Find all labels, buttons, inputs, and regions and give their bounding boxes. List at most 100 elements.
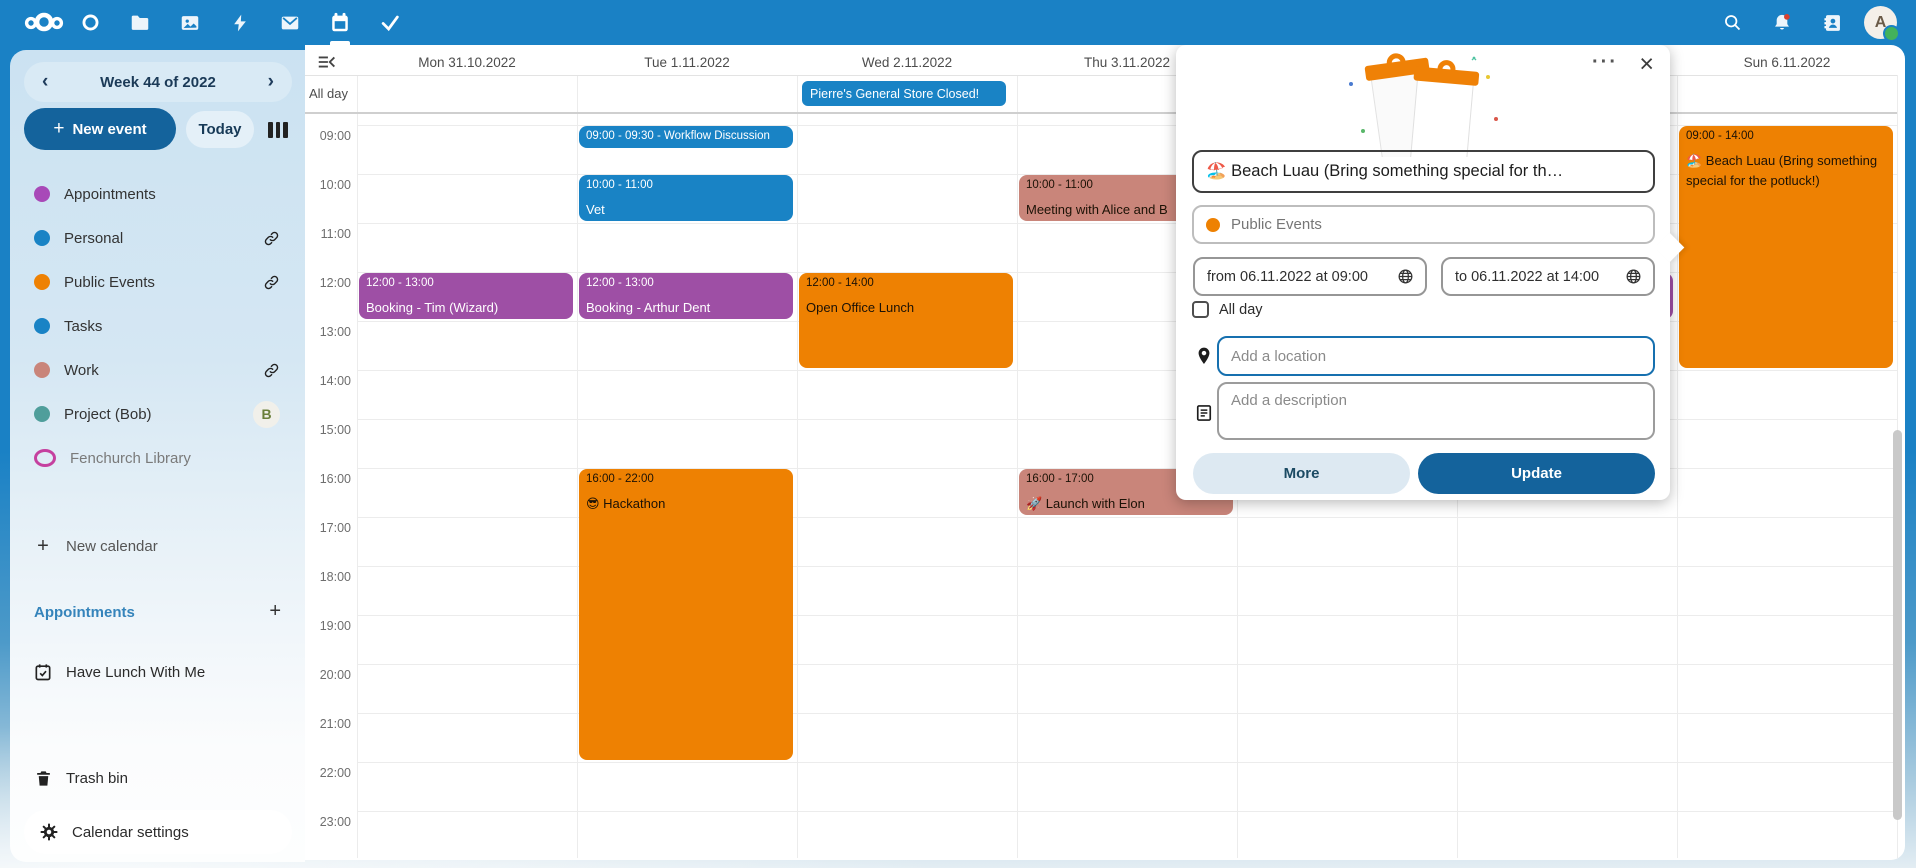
clipboards-illustration — [1349, 53, 1498, 157]
prev-week-button[interactable]: ‹ — [42, 71, 49, 92]
event-time: 12:00 - 13:00 — [586, 277, 654, 289]
calendar-color-dot — [34, 406, 50, 422]
event-title: Booking - Tim (Wizard) — [366, 300, 499, 315]
app-calendar-icon[interactable] — [318, 0, 362, 45]
grid-collapse-icon[interactable] — [316, 52, 338, 77]
event-booking-tim-wizard[interactable]: 12:00 - 13:00 Booking - Tim (Wizard) — [359, 273, 573, 319]
calendar-item-work[interactable]: Work — [18, 350, 298, 390]
appointment-item-have-lunch-with-me[interactable]: Have Lunch With Me — [18, 652, 298, 692]
sidebar: ‹ Week 44 of 2022 › + New event Today Ap… — [10, 50, 305, 862]
grid-hline — [357, 713, 1897, 714]
event-open-office-lunch[interactable]: 12:00 - 14:00 Open Office Lunch — [799, 273, 1013, 368]
grid-hline — [357, 223, 1897, 224]
calendar-item-label: Appointments — [64, 185, 156, 203]
timezone-globe-icon[interactable] — [1624, 267, 1643, 286]
avatar[interactable]: A — [1864, 6, 1900, 42]
notifications-icon[interactable] — [1760, 0, 1804, 45]
plus-icon: + — [37, 534, 49, 557]
calendar-item-appointments[interactable]: Appointments — [18, 174, 298, 214]
description-input[interactable] — [1217, 382, 1655, 440]
search-icon[interactable] — [1710, 0, 1754, 45]
event-title: Booking - Arthur Dent — [586, 300, 711, 315]
add-appointment-config-button[interactable]: + — [269, 600, 281, 622]
app-mail-icon[interactable] — [268, 0, 312, 45]
event-workflow-discussion[interactable]: 09:00 - 09:30 - Workflow Discussion — [579, 126, 793, 148]
event-booking-arthur-dent[interactable]: 12:00 - 13:00 Booking - Arthur Dent — [579, 273, 793, 319]
hour-label: 17:00 — [319, 521, 351, 535]
appointments-heading: Appointments — [34, 604, 135, 621]
event-time: 12:00 - 14:00 — [806, 277, 874, 289]
calendar-color-dot — [1206, 217, 1220, 232]
day-header-mon-31-10-2022[interactable]: Mon 31.10.2022 — [418, 54, 516, 70]
new-event-button[interactable]: + New event — [24, 108, 176, 150]
end-datetime-field[interactable]: to 06.11.2022 at 14:00 — [1441, 257, 1655, 296]
week-label: Week 44 of 2022 — [100, 73, 216, 91]
grid-hline — [357, 615, 1897, 616]
calendar-select[interactable]: Public Events — [1192, 205, 1655, 244]
event-title-input[interactable]: 🏖️ Beach Luau (Bring something special f… — [1192, 150, 1655, 193]
calendar-item-project-bob[interactable]: Project (Bob) B — [18, 394, 298, 434]
hour-label: 10:00 — [319, 178, 351, 192]
app-tasks-icon[interactable] — [368, 0, 412, 45]
calendar-settings-item[interactable]: Calendar settings — [24, 810, 292, 854]
share-link-icon — [263, 274, 280, 291]
grid-vline — [797, 75, 798, 858]
calendar-item-public-events[interactable]: Public Events — [18, 262, 298, 302]
allday-event-pierre-s-general-store-closed[interactable]: Pierre's General Store Closed! — [802, 81, 1006, 106]
calendar-item-label: Fenchurch Library — [70, 449, 191, 467]
app-activity-icon[interactable] — [218, 0, 262, 45]
event-time: 12:00 - 13:00 — [366, 277, 434, 289]
today-button[interactable]: Today — [186, 111, 254, 148]
day-header-sun-6-11-2022[interactable]: Sun 6.11.2022 — [1743, 54, 1831, 70]
all-day-checkbox[interactable] — [1192, 301, 1209, 318]
grid-vline — [1677, 75, 1678, 858]
update-button[interactable]: Update — [1418, 453, 1655, 494]
app-dashboard-icon[interactable] — [68, 0, 112, 45]
event-title: 🚀 Launch with Elon — [1026, 496, 1145, 511]
next-week-button[interactable]: › — [267, 71, 274, 92]
contacts-icon[interactable] — [1810, 0, 1854, 45]
event-title: Meeting with Alice and B — [1026, 202, 1168, 217]
event-time: 09:00 - 14:00 — [1686, 130, 1754, 142]
day-header-tue-1-11-2022[interactable]: Tue 1.11.2022 — [644, 54, 730, 70]
day-header-wed-2-11-2022[interactable]: Wed 2.11.2022 — [861, 54, 953, 70]
grid-hline — [357, 272, 1897, 273]
event-vet[interactable]: 10:00 - 11:00 Vet — [579, 175, 793, 221]
calendar-color-dot — [34, 362, 50, 378]
view-columns-icon[interactable] — [268, 122, 290, 139]
event-beach-luau-bring-something-special-for-t[interactable]: 09:00 - 14:00 🏖️ Beach Luau (Bring someth… — [1679, 126, 1893, 368]
event-time: 16:00 - 17:00 — [1026, 473, 1094, 485]
event-title: Open Office Lunch — [806, 300, 915, 315]
location-pin-icon — [1193, 346, 1215, 366]
new-calendar-button[interactable]: + New calendar — [18, 526, 298, 566]
calendar-color-dot — [34, 318, 50, 334]
grid-hline — [357, 321, 1897, 322]
vertical-scrollbar[interactable] — [1893, 430, 1902, 820]
actions-menu-icon[interactable]: ··· — [1592, 51, 1618, 73]
hour-label: 15:00 — [319, 423, 351, 437]
nextcloud-logo[interactable] — [16, 0, 72, 45]
trash-bin-item[interactable]: Trash bin — [18, 758, 298, 798]
timezone-globe-icon[interactable] — [1396, 267, 1415, 286]
calendar-color-dot — [34, 230, 50, 246]
app-photos-icon[interactable] — [168, 0, 212, 45]
grid-vline — [577, 75, 578, 858]
close-icon[interactable]: × — [1639, 50, 1654, 78]
start-datetime-field[interactable]: from 06.11.2022 at 09:00 — [1193, 257, 1427, 296]
more-button[interactable]: More — [1193, 453, 1410, 494]
event-time: 10:00 - 11:00 — [586, 179, 653, 191]
calendar-item-personal[interactable]: Personal — [18, 218, 298, 258]
share-link-icon — [263, 230, 280, 247]
location-input[interactable] — [1217, 336, 1655, 376]
app-files-icon[interactable] — [118, 0, 162, 45]
event-title: Vet — [586, 202, 605, 217]
day-header-thu-3-11-2022[interactable]: Thu 3.11.2022 — [1083, 54, 1171, 70]
calendar-item-tasks[interactable]: Tasks — [18, 306, 298, 346]
event-hackathon[interactable]: 16:00 - 22:00 😎 Hackathon — [579, 469, 793, 760]
hour-label: 14:00 — [319, 374, 351, 388]
new-calendar-label: New calendar — [66, 537, 158, 555]
calendar-item-fenchurch-library[interactable]: Fenchurch Library — [18, 438, 298, 478]
description-icon — [1193, 403, 1215, 423]
hour-label: 19:00 — [319, 619, 351, 633]
plus-icon: + — [53, 118, 65, 139]
